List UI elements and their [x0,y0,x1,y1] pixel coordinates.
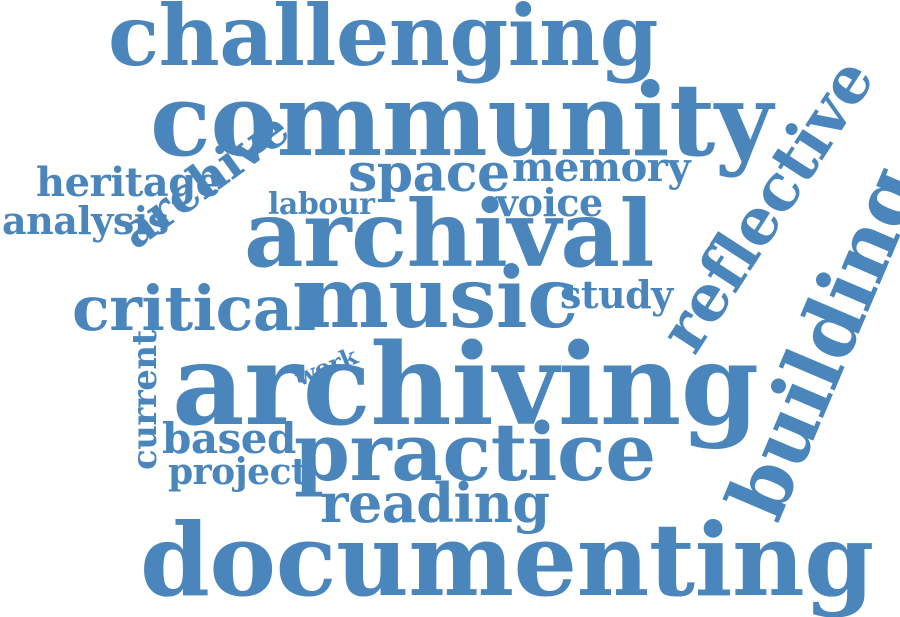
word-study: study [560,272,673,317]
word-practice: practice [294,405,656,499]
word-labour: labour [268,187,375,222]
word-space: space [348,143,510,204]
word-critical: critical [72,272,316,345]
word-archival: archival [244,180,654,288]
word-community: community [150,61,773,179]
word-archiving: archiving [172,320,759,451]
word-analysis: analysis [2,198,169,243]
word-music: music [300,248,578,347]
word-heritage: heritage [36,159,221,206]
word-challenging: challenging [108,0,658,85]
word-current: current [125,330,165,470]
word-project: project [168,451,308,493]
word-reading: reading [320,471,550,535]
word-voice: voice [496,180,603,225]
word-documenting: documenting [140,501,874,617]
word-memory: memory [512,144,691,191]
word-based: based [162,414,296,463]
